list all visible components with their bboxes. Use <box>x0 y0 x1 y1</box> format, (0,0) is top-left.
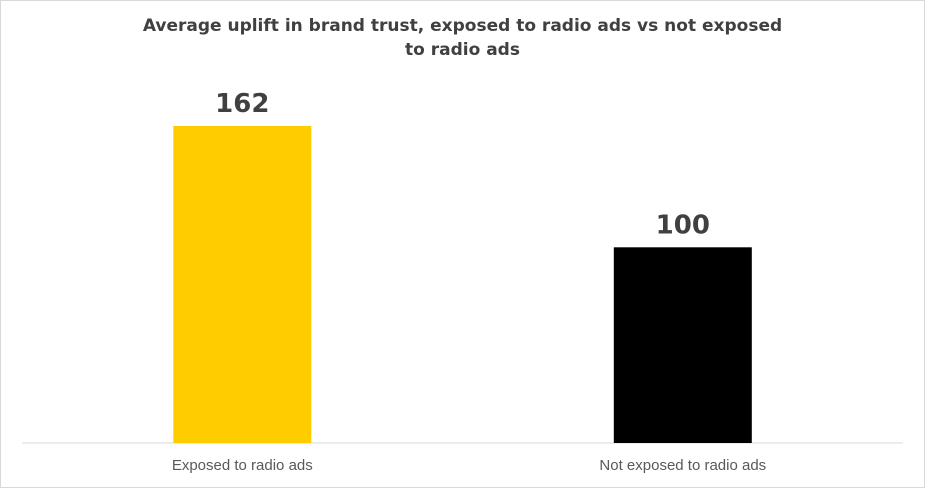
bar-2 <box>613 247 752 443</box>
category-label-2: Not exposed to radio ads <box>599 457 766 474</box>
data-label-2: 100 <box>656 210 710 240</box>
data-label-1: 162 <box>215 89 269 119</box>
chart-title: Average uplift in brand trust, exposed t… <box>142 16 783 60</box>
category-label-1: Exposed to radio ads <box>172 457 313 474</box>
labels-layer: 162 Exposed to radio ads 100 Not exposed to… <box>172 89 766 474</box>
bar-1 <box>173 126 312 443</box>
bars-layer <box>173 126 752 443</box>
